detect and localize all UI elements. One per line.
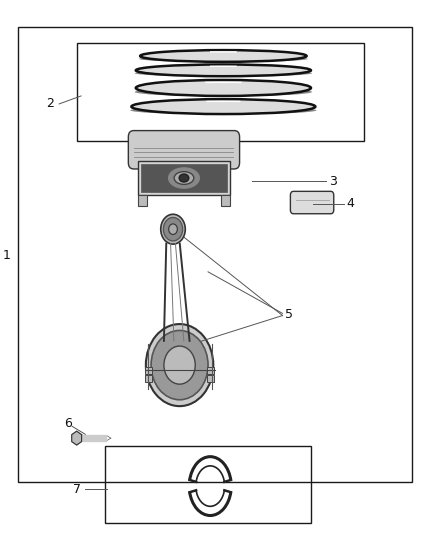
Ellipse shape: [135, 87, 312, 96]
Circle shape: [169, 224, 177, 235]
Ellipse shape: [174, 172, 194, 184]
Ellipse shape: [136, 64, 311, 76]
FancyBboxPatch shape: [128, 131, 240, 169]
Ellipse shape: [140, 50, 307, 62]
Bar: [145, 375, 152, 382]
Bar: [138, 195, 147, 206]
Ellipse shape: [139, 55, 307, 62]
Text: 2: 2: [46, 98, 54, 110]
Bar: [141, 164, 227, 192]
Text: 6: 6: [64, 417, 72, 430]
Text: 5: 5: [285, 308, 293, 321]
Text: 1: 1: [3, 249, 11, 262]
Ellipse shape: [179, 174, 189, 182]
Circle shape: [163, 217, 183, 241]
Bar: [221, 195, 230, 206]
Ellipse shape: [131, 106, 316, 115]
Bar: [207, 375, 214, 382]
Ellipse shape: [169, 168, 199, 188]
Circle shape: [161, 214, 185, 244]
Circle shape: [151, 330, 208, 400]
Ellipse shape: [136, 80, 311, 96]
Ellipse shape: [131, 99, 315, 114]
Bar: [207, 367, 214, 374]
Ellipse shape: [135, 70, 312, 77]
Circle shape: [164, 346, 195, 384]
Circle shape: [146, 324, 213, 406]
Text: 4: 4: [346, 197, 354, 210]
Bar: [145, 367, 152, 374]
Text: 3: 3: [329, 175, 337, 188]
Bar: [18, 27, 412, 482]
Bar: [138, 161, 230, 195]
Bar: [105, 446, 311, 523]
Polygon shape: [72, 431, 81, 445]
FancyBboxPatch shape: [290, 191, 334, 214]
Text: 7: 7: [73, 483, 81, 496]
Bar: [77, 43, 364, 141]
